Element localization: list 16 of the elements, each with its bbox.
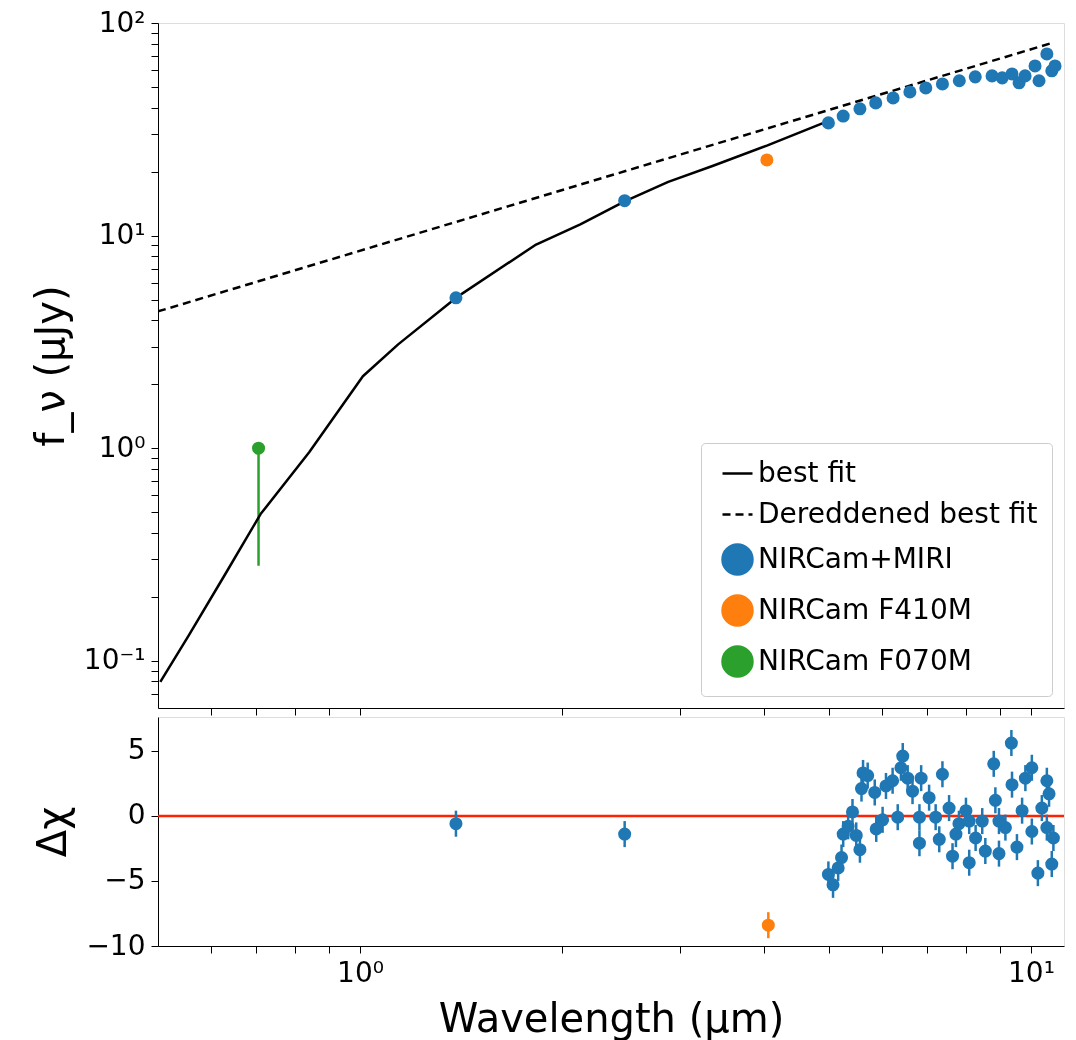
y-tick-label: −5 (104, 863, 146, 897)
y-tick-label: 5 (127, 733, 146, 767)
legend-label: NIRCam+MIRI (758, 541, 953, 575)
y-tick-label: −10 (86, 928, 146, 962)
legend-label: NIRCam F410M (758, 592, 972, 626)
y-tick-label: 0 (127, 798, 146, 832)
x-axis-title: Wavelength (μm) (438, 994, 785, 1040)
legend-label: best fit (758, 455, 857, 489)
y-axis-title: Δχ (29, 806, 76, 858)
y-tick-label: 10¹ (98, 218, 146, 252)
y-tick-label: 10² (98, 5, 146, 39)
y-axis-title: f_ν (μJy) (26, 285, 74, 447)
y-tick-label: 10⁻¹ (83, 643, 146, 677)
legend-label: Dereddened best fit (758, 496, 1038, 530)
legend-label: NIRCam F070M (758, 643, 972, 677)
y-tick-label: 10⁰ (98, 430, 146, 464)
